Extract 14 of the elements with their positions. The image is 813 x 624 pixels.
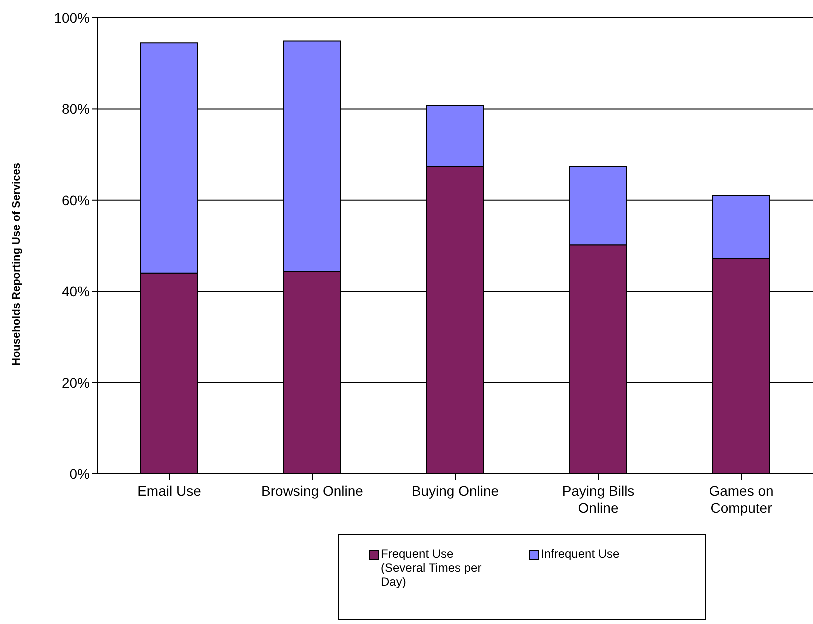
y-axis-title: Households Reporting Use of Services	[10, 163, 23, 366]
x-tick-label: Email Use	[138, 483, 202, 499]
legend-label: Frequent Use (Several Times per Day)	[381, 547, 483, 589]
y-tick-label: 60%	[62, 192, 90, 208]
y-tick-label: 0%	[70, 466, 90, 482]
y-tick-label: 20%	[62, 374, 90, 391]
x-tick-label: Buying Online	[412, 483, 500, 499]
x-tick-label: Browsing Online	[262, 483, 364, 499]
legend-label: Infrequent Use	[541, 547, 621, 561]
y-tick-label: 40%	[62, 284, 90, 300]
x-tick-label: Paying Bills Online	[562, 483, 635, 516]
y-tick-label: 80%	[62, 101, 90, 118]
y-tick-label: 100%	[54, 10, 90, 26]
x-tick-label: Games on Computer	[709, 483, 774, 516]
